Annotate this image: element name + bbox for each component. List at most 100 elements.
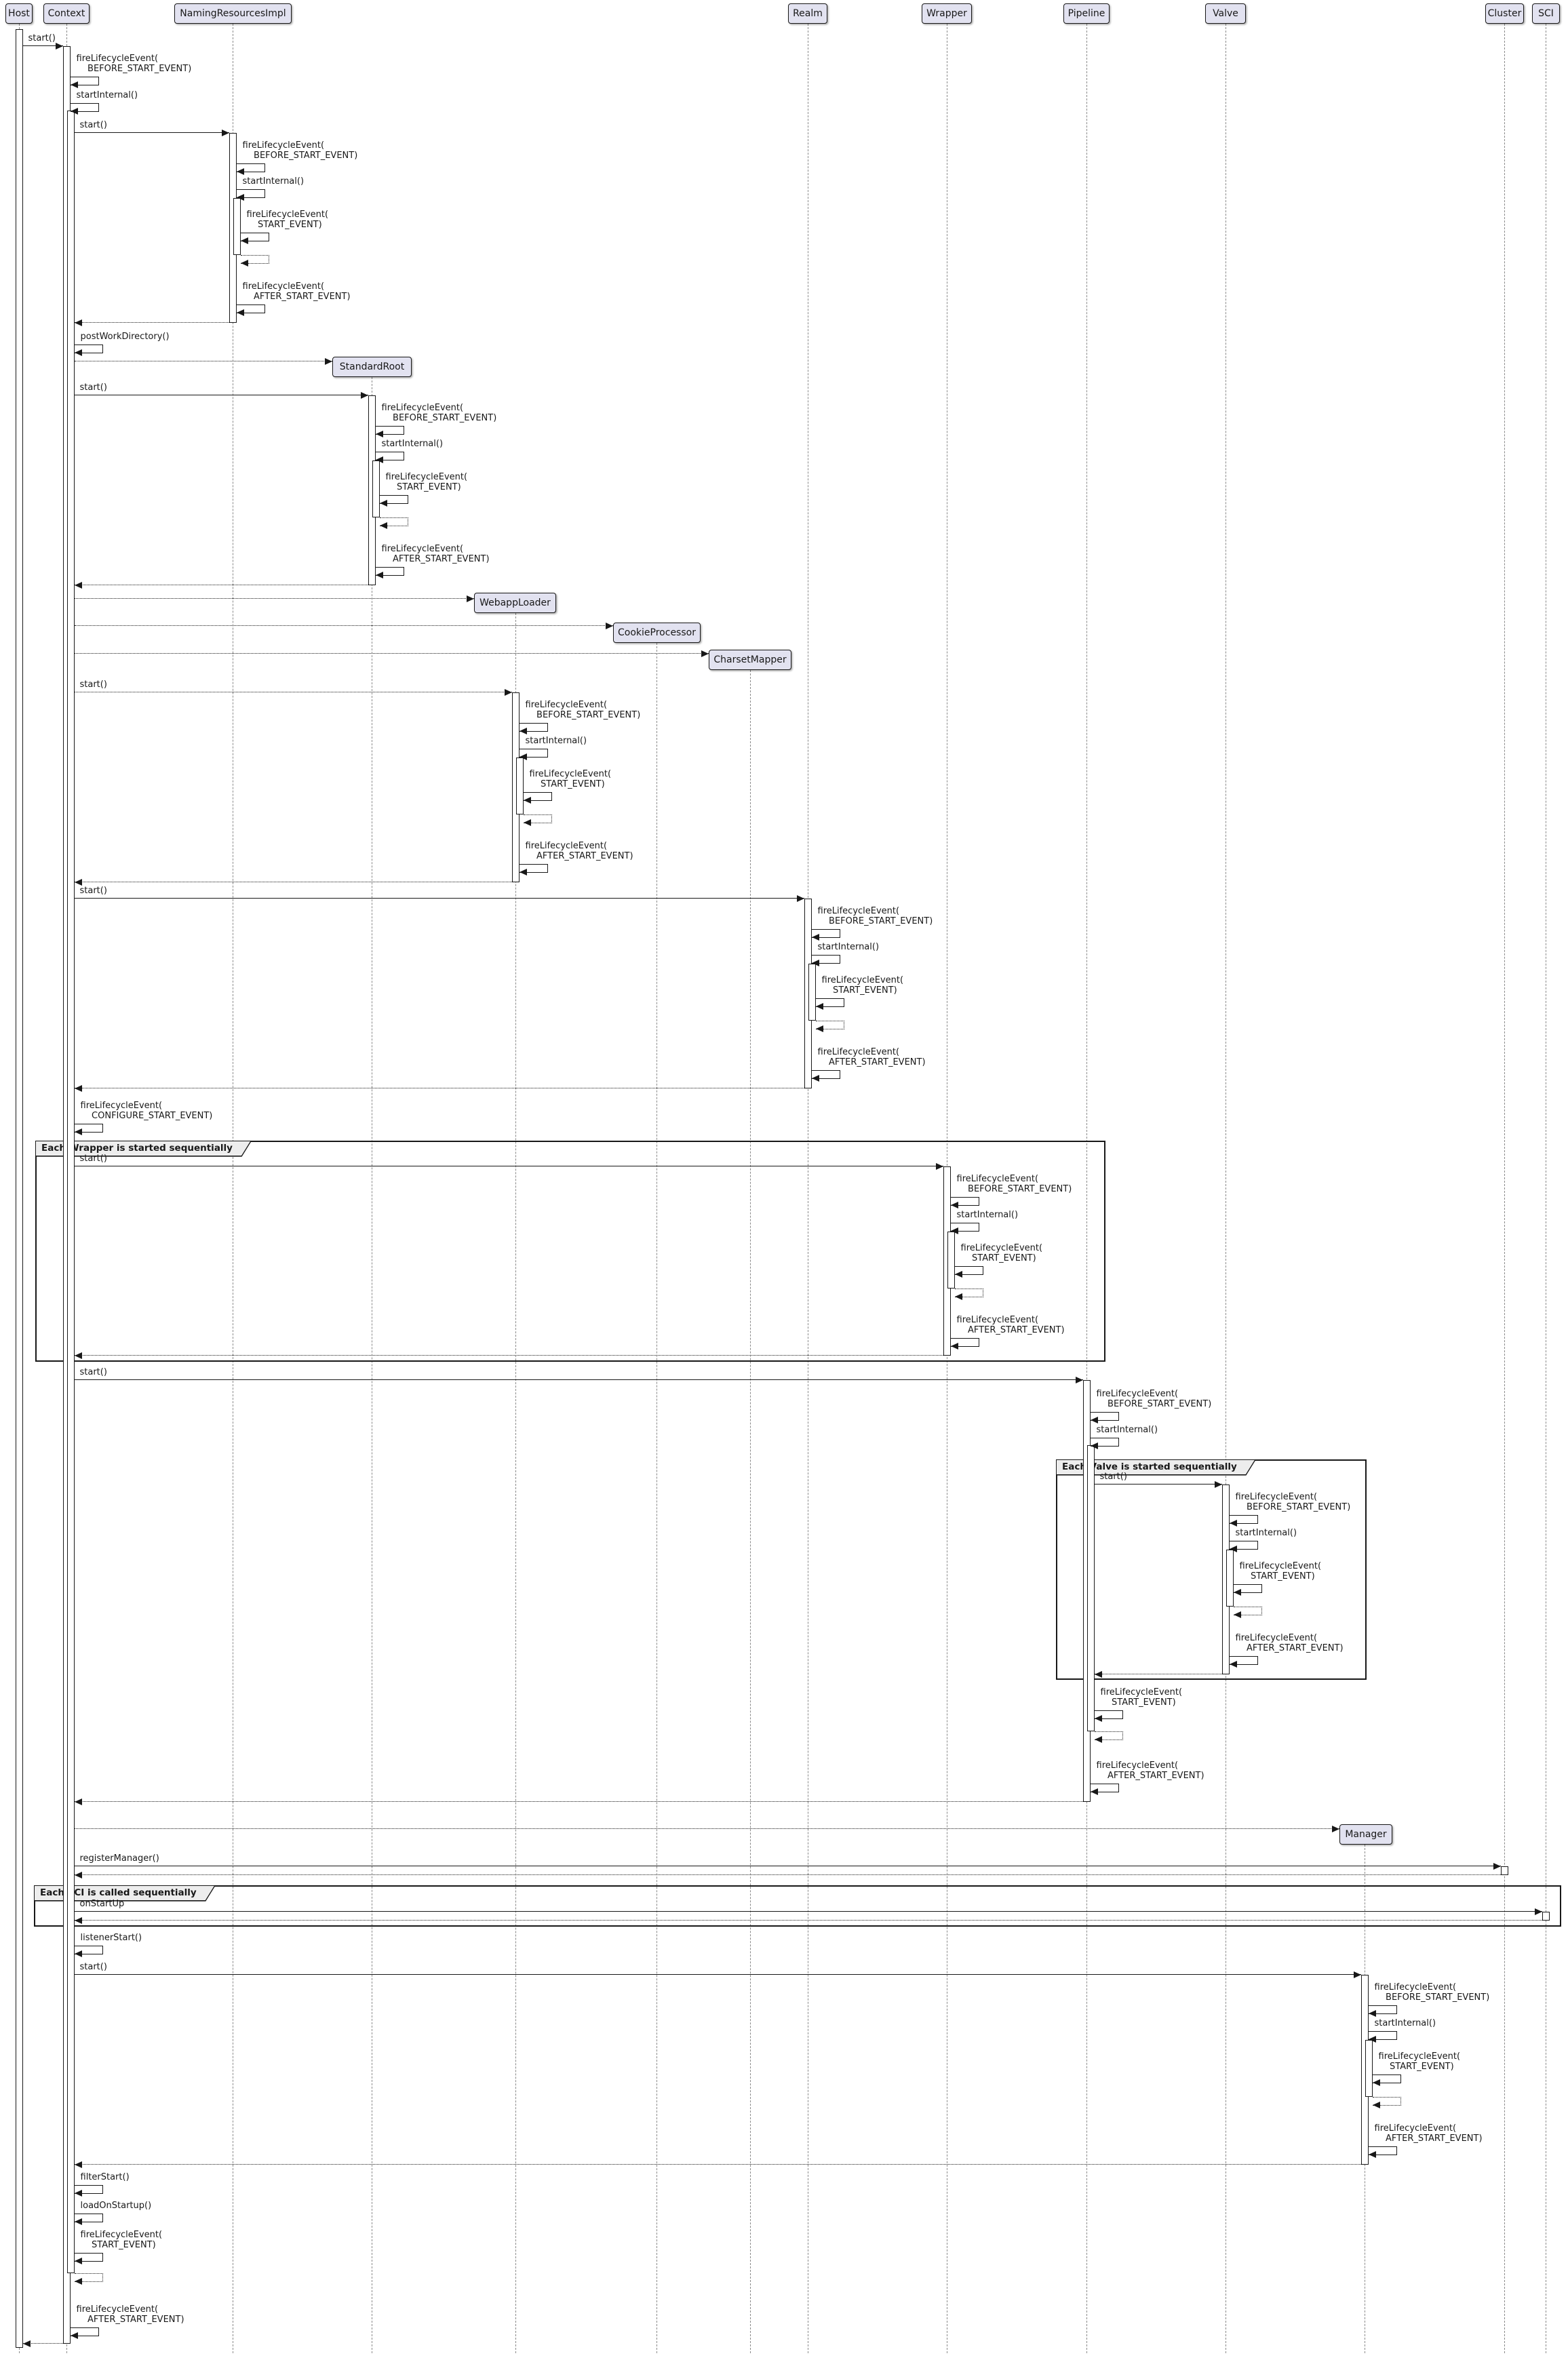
arrowhead-left-icon — [236, 168, 244, 175]
message-label: fireLifecycleEvent( CONFIGURE_START_EVEN… — [80, 1101, 213, 1121]
message-label: start() — [28, 33, 56, 43]
frame-label-2: Each Valve is started sequentially — [1057, 1460, 1255, 1476]
message-line — [74, 1379, 1083, 1380]
message-label: fireLifecycleEvent( BEFORE_START_EVENT) — [525, 700, 641, 720]
self-call-bracket — [811, 1070, 840, 1079]
arrowhead-right-icon — [1075, 1377, 1083, 1383]
self-call-bracket — [236, 304, 265, 313]
arrowhead-left-icon — [1094, 1715, 1102, 1722]
message-line — [74, 322, 229, 323]
arrowhead-right-icon — [360, 392, 368, 399]
self-call-bracket — [950, 1223, 979, 1232]
arrowhead-left-icon — [519, 869, 527, 876]
message-label: registerManager() — [79, 1853, 159, 1864]
message-label: start() — [79, 886, 107, 896]
arrowhead-left-icon — [375, 431, 383, 437]
message-line — [74, 132, 229, 133]
message-label: loadOnStartup() — [80, 2201, 152, 2211]
self-call-bracket — [240, 233, 269, 241]
arrowhead-right-icon — [55, 43, 63, 50]
message-label: start() — [79, 1154, 107, 1164]
message-label: start() — [79, 120, 107, 130]
message-label: fireLifecycleEvent( START_EVENT) — [960, 1243, 1043, 1263]
message-line — [74, 1911, 1542, 1912]
arrowhead-right-icon — [504, 689, 512, 696]
self-call-bracket — [1233, 1584, 1262, 1593]
message-line — [74, 625, 613, 626]
arrowhead-left-icon — [1372, 2079, 1380, 2086]
self-call-bracket — [375, 426, 404, 435]
arrowhead-right-icon — [221, 130, 229, 136]
self-call-bracket — [1368, 2146, 1397, 2155]
self-return-bracket — [815, 1021, 844, 1029]
message-label: filterStart() — [80, 2172, 130, 2182]
message-label: start() — [79, 1367, 107, 1377]
participant-box-valve: Valve — [1205, 3, 1246, 24]
arrowhead-left-icon — [519, 753, 527, 760]
lifeline-webapploader — [515, 613, 516, 2353]
arrowhead-right-icon — [467, 595, 474, 602]
message-label: startInternal() — [817, 942, 880, 952]
self-return-bracket — [379, 517, 408, 526]
arrowhead-left-icon — [240, 237, 248, 244]
self-return-bracket — [1372, 2097, 1401, 2106]
arrowhead-left-icon — [74, 349, 82, 356]
arrowhead-left-icon — [1229, 1546, 1237, 1552]
arrowhead-left-icon — [523, 819, 531, 826]
message-label: startInternal() — [1235, 1528, 1297, 1538]
arrowhead-left-icon — [74, 2161, 82, 2168]
participant-box-wrapper: Wrapper — [922, 3, 972, 24]
arrowhead-left-icon — [954, 1293, 962, 1300]
arrowhead-left-icon — [811, 1075, 819, 1082]
arrowhead-left-icon — [236, 194, 244, 201]
arrowhead-left-icon — [1368, 2010, 1376, 2017]
arrowhead-left-icon — [1094, 1671, 1102, 1678]
arrowhead-left-icon — [950, 1202, 958, 1208]
arrowhead-left-icon — [74, 1872, 82, 1879]
self-call-bracket — [815, 998, 844, 1007]
self-call-bracket — [236, 189, 265, 198]
arrowhead-left-icon — [950, 1227, 958, 1234]
self-return-bracket — [74, 2273, 103, 2282]
self-call-bracket — [950, 1338, 979, 1347]
participant-box-standardroot: StandardRoot — [332, 357, 412, 377]
frame-label-text: Each Valve is started sequentially — [1057, 1460, 1255, 1474]
lifeline-cluster — [1504, 24, 1505, 2353]
self-call-bracket — [74, 2185, 103, 2194]
message-line — [74, 1920, 1542, 1921]
activation-wrapper-inner — [947, 1232, 955, 1289]
participant-box-sci: SCI — [1532, 3, 1560, 24]
message-line — [74, 653, 709, 654]
message-label: fireLifecycleEvent( AFTER_START_EVENT) — [76, 2304, 184, 2325]
message-label: start() — [79, 680, 107, 690]
activation-host-outer — [15, 29, 23, 2348]
self-call-bracket — [375, 567, 404, 576]
arrowhead-right-icon — [1493, 1863, 1501, 1870]
message-line — [22, 45, 63, 46]
message-line — [74, 1974, 1361, 1975]
participant-box-host: Host — [5, 3, 33, 24]
message-label: fireLifecycleEvent( START_EVENT) — [529, 769, 612, 789]
self-return-bracket — [523, 814, 552, 823]
arrowhead-left-icon — [815, 1025, 823, 1032]
lifeline-cookieprocessor — [656, 643, 657, 2353]
arrowhead-right-icon — [935, 1163, 943, 1170]
self-call-bracket — [811, 929, 840, 938]
arrowhead-left-icon — [70, 81, 78, 88]
arrowhead-left-icon — [1094, 1736, 1102, 1743]
self-call-bracket — [1094, 1710, 1123, 1719]
self-call-bracket — [519, 864, 548, 873]
self-call-bracket — [519, 723, 548, 732]
message-label: startInternal() — [956, 1210, 1019, 1220]
arrowhead-left-icon — [74, 1128, 82, 1135]
message-label: fireLifecycleEvent( BEFORE_START_EVENT) — [381, 403, 497, 423]
self-call-bracket — [74, 345, 103, 353]
participant-box-cookieprocessor: CookieProcessor — [613, 623, 701, 643]
arrowhead-left-icon — [1368, 2036, 1376, 2043]
message-label: fireLifecycleEvent( START_EVENT) — [80, 2230, 163, 2250]
message-label: start() — [1099, 1472, 1127, 1482]
arrowhead-left-icon — [519, 728, 527, 734]
arrowhead-right-icon — [1353, 1971, 1361, 1978]
message-label: listenerStart() — [80, 1933, 142, 1943]
arrowhead-left-icon — [811, 960, 819, 966]
